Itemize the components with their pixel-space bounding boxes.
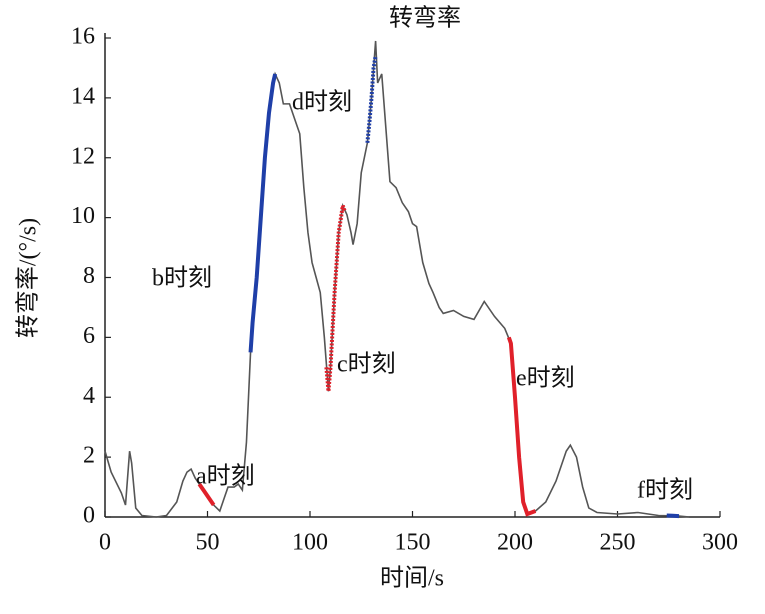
annotation: f时刻	[637, 477, 693, 504]
x-tick-label: 200	[497, 530, 533, 556]
y-tick-label: 4	[83, 383, 95, 409]
y-tick-label: 14	[71, 83, 95, 109]
x-tick-label: 300	[702, 530, 738, 556]
line	[248, 73, 278, 353]
line	[197, 482, 216, 507]
annotation: c时刻	[337, 351, 396, 378]
x-tick-label: 0	[99, 530, 111, 556]
y-tick-label: 2	[83, 443, 95, 469]
y-tick-label: 16	[71, 24, 95, 50]
x-tick-label: 150	[395, 530, 431, 556]
x-tick-label: 50	[196, 530, 220, 556]
y-tick-label: 0	[83, 503, 95, 529]
annotation: a时刻	[196, 463, 255, 490]
x-tick-label: 250	[600, 530, 636, 556]
line	[506, 336, 537, 517]
annotation: b时刻	[152, 265, 212, 292]
y-tick-label: 12	[71, 143, 95, 169]
chart-title: 转弯率	[389, 5, 461, 32]
y-tick-label: 10	[71, 203, 95, 229]
line	[324, 205, 347, 392]
y-tick-label: 8	[83, 263, 95, 289]
line	[666, 513, 680, 519]
y-axis-label: 转弯率/(°/s)	[15, 218, 42, 338]
annotation: e时刻	[516, 365, 575, 392]
x-tick-label: 100	[292, 530, 328, 556]
line	[365, 55, 378, 143]
y-tick-label: 6	[83, 323, 95, 349]
x-axis-label: 时间/s	[380, 565, 444, 592]
annotation: d时刻	[292, 89, 352, 116]
